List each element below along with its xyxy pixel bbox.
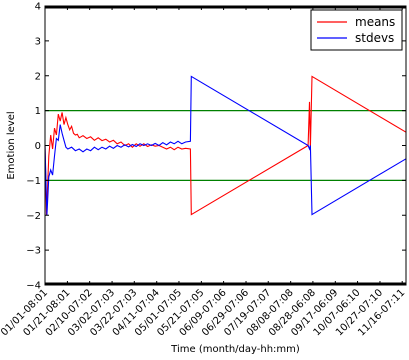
y-tick-label: −3 bbox=[26, 246, 41, 257]
series-line-means bbox=[44, 75, 407, 216]
x-axis: 01/01-08:0101/21-08:0102/10-07:0203/02-0… bbox=[0, 6, 407, 338]
y-tick-label: 0 bbox=[35, 141, 41, 152]
series-line-stdevs bbox=[44, 75, 407, 216]
legend-label-means: means bbox=[355, 15, 395, 29]
legend-box bbox=[310, 9, 403, 51]
y-tick-label: −2 bbox=[26, 211, 41, 222]
y-axis: −4 −3 −2 −1 0 1 2 3 4 bbox=[26, 2, 406, 292]
y-tick-label: 2 bbox=[35, 71, 41, 82]
reference-lines bbox=[45, 5, 406, 286]
y-axis-label: Emotion level bbox=[6, 111, 17, 179]
y-tick-label: −1 bbox=[26, 176, 41, 187]
legend-label-stdevs: stdevs bbox=[355, 31, 394, 45]
y-tick-label: 3 bbox=[35, 36, 41, 47]
y-tick-label: 4 bbox=[35, 2, 41, 13]
legend: means stdevs bbox=[310, 9, 403, 51]
series-layer bbox=[44, 75, 407, 216]
y-tick-label: 1 bbox=[35, 106, 41, 117]
y-tick-label: −4 bbox=[26, 281, 41, 292]
x-axis-label: Time (month/day-hh:mm) bbox=[170, 344, 300, 355]
